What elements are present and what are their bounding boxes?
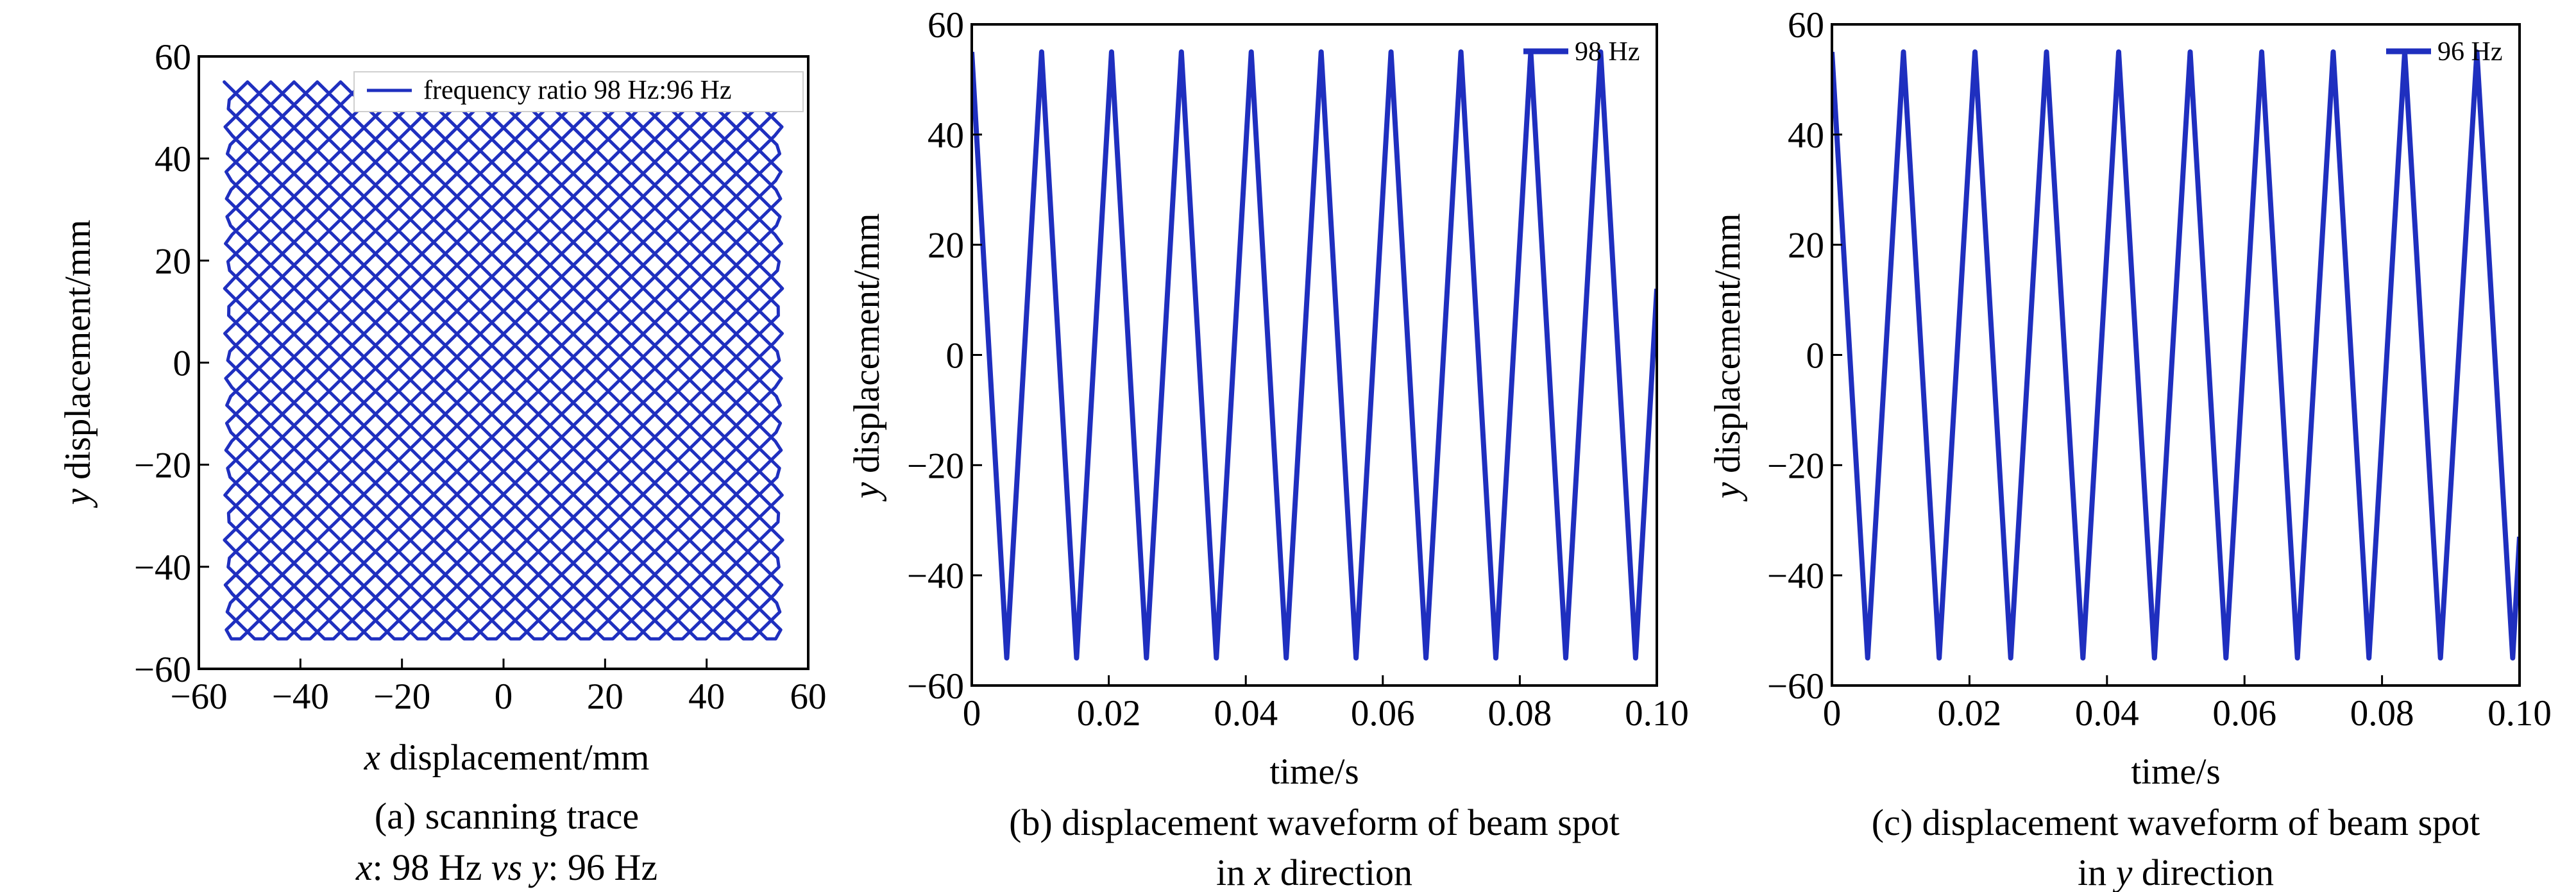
x-tick-label: −60 bbox=[170, 677, 227, 717]
series-line-98-hz bbox=[972, 49, 1657, 661]
x-tick-label: 0.10 bbox=[1625, 693, 1689, 734]
x-tick-label: 0 bbox=[963, 693, 981, 734]
y-tick-label: 20 bbox=[155, 241, 191, 282]
y-axis-label-c: y displacement/mm bbox=[1707, 214, 1748, 502]
y-tick-label: −60 bbox=[134, 650, 191, 690]
y-axis-label-b: y displacement/mm bbox=[847, 214, 887, 502]
y-tick-label: −40 bbox=[134, 548, 191, 588]
y-tick-label: −60 bbox=[907, 666, 964, 707]
x-tick-label: 0.02 bbox=[1077, 693, 1141, 734]
ticks-b: 0 0.02 0.04 0.06 0.08 0.10 −60 −40 −20 0 20 40 60 bbox=[907, 5, 1689, 734]
y-tick-label: 40 bbox=[1788, 115, 1824, 156]
x-tick-label: 0 bbox=[1823, 693, 1842, 734]
x-axis-label-a: x displacement/mm bbox=[364, 737, 650, 778]
panel-a-scanning-trace: −60 −40 −20 0 20 40 60 −60 −40 −20 0 20 40 60 frequen… bbox=[58, 37, 827, 888]
x-tick-label: 40 bbox=[688, 677, 725, 717]
y-tick-label: 0 bbox=[946, 336, 965, 376]
x-tick-label: 0.08 bbox=[1488, 693, 1552, 734]
plot-area-b bbox=[972, 49, 1657, 661]
y-tick-label: −40 bbox=[907, 556, 964, 596]
y-tick-label: 20 bbox=[1788, 226, 1824, 266]
caption-a-line2: x: 98 Hz vs y: 96 Hz bbox=[355, 846, 657, 888]
x-tick-label: 60 bbox=[790, 677, 827, 717]
caption-a-line1: (a) scanning trace bbox=[375, 795, 639, 837]
x-tick-label: −20 bbox=[373, 677, 430, 717]
y-tick-label: −20 bbox=[134, 446, 191, 486]
legend-label-c: 96 Hz bbox=[2437, 37, 2502, 67]
y-tick-label: 20 bbox=[928, 226, 964, 266]
panel-c-y-waveform: 0 0.02 0.04 0.06 0.08 0.10 −60 −40 −20 0 20 40 60 96… bbox=[1707, 5, 2552, 892]
x-tick-label: 0.04 bbox=[2075, 693, 2139, 734]
y-tick-label: 60 bbox=[928, 5, 964, 46]
ticks-a: −60 −40 −20 0 20 40 60 −60 −40 −20 0 20 40 60 bbox=[134, 37, 827, 717]
panel-b-x-waveform: 0 0.02 0.04 0.06 0.08 0.10 −60 −40 −20 0 20 40 60 98… bbox=[847, 5, 1689, 892]
legend-label-b: 98 Hz bbox=[1575, 37, 1640, 67]
x-tick-label: 0.02 bbox=[1938, 693, 2002, 734]
x-tick-label: 0.10 bbox=[2487, 693, 2552, 734]
x-tick-label: 20 bbox=[587, 677, 623, 717]
caption-c-line1: (c) displacement waveform of beam spot bbox=[1872, 802, 2480, 843]
legend-label-a: frequency ratio 98 Hz:96 Hz bbox=[423, 76, 731, 105]
x-axis-label-b: time/s bbox=[1269, 752, 1359, 792]
x-tick-label: 0 bbox=[495, 677, 513, 717]
y-tick-label: −60 bbox=[1767, 666, 1824, 707]
x-axis-label-c: time/s bbox=[2131, 752, 2220, 792]
plot-area-c bbox=[1832, 49, 2520, 661]
x-tick-label: 0.06 bbox=[1351, 693, 1415, 734]
legend-b: 98 Hz bbox=[1523, 37, 1640, 67]
series-line-96-hz bbox=[1832, 49, 2520, 661]
caption-b-line1: (b) displacement waveform of beam spot bbox=[1009, 802, 1620, 843]
y-axis-label-a: y displacement/mm bbox=[58, 220, 98, 509]
x-tick-label: 0.04 bbox=[1214, 693, 1278, 734]
ticks-c: 0 0.02 0.04 0.06 0.08 0.10 −60 −40 −20 0 20 40 60 bbox=[1767, 5, 2552, 734]
x-tick-label: 0.06 bbox=[2212, 693, 2276, 734]
plot-area-a bbox=[223, 80, 784, 641]
y-tick-label: 60 bbox=[155, 37, 191, 78]
legend-c: 96 Hz bbox=[2386, 37, 2502, 67]
caption-c-line2: in y direction bbox=[2078, 852, 2274, 892]
legend-box-a bbox=[353, 71, 804, 112]
y-tick-label: 40 bbox=[155, 139, 191, 180]
caption-b-line2: in x direction bbox=[1216, 852, 1412, 892]
x-tick-label: −40 bbox=[272, 677, 329, 717]
y-tick-label: 40 bbox=[928, 115, 964, 156]
y-tick-label: 0 bbox=[173, 344, 192, 384]
y-tick-label: 60 bbox=[1788, 5, 1824, 46]
y-tick-label: −20 bbox=[1767, 446, 1824, 486]
y-tick-label: 0 bbox=[1806, 336, 1825, 376]
y-tick-label: −40 bbox=[1767, 556, 1824, 596]
series-line-frequency-ratio-98-hz-96-hz bbox=[223, 80, 784, 641]
legend-a: frequency ratio 98 Hz:96 Hz bbox=[353, 71, 804, 112]
x-tick-label: 0.08 bbox=[2350, 693, 2414, 734]
y-tick-label: −20 bbox=[907, 446, 964, 486]
